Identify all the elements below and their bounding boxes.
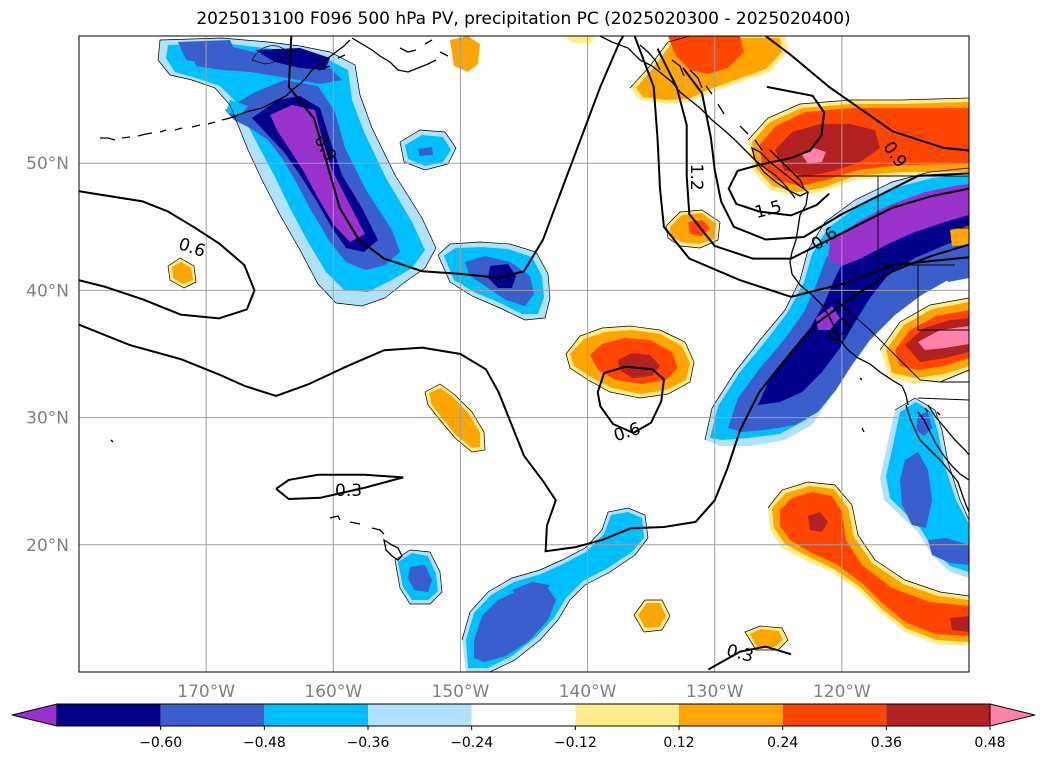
- colorbar-tick-label: −0.48: [243, 735, 286, 751]
- colorbar-tick-label: 0.12: [663, 735, 694, 751]
- positive-alaska-coast: [450, 36, 788, 104]
- lon-tick-label: 170°W: [177, 682, 235, 702]
- colorbar-frame: [56, 703, 991, 727]
- pv-contour-line: [764, 36, 969, 152]
- lon-tick-label: 120°W: [813, 682, 871, 702]
- pv-contour-line: [707, 645, 792, 671]
- lon-tick-label: 140°W: [559, 682, 617, 702]
- colorbar-segment: [264, 704, 368, 726]
- coast-hawaii: [329, 515, 403, 561]
- map-title: 2025013100 F096 500 hPa PV, precipitatio…: [196, 9, 851, 29]
- map-frame: [78, 35, 970, 673]
- lon-tick-label: 160°W: [304, 682, 362, 702]
- negative-small-50n-155w: [400, 130, 456, 170]
- lat-tick-label: 50°N: [26, 154, 69, 174]
- pv-contour-line: [275, 473, 404, 501]
- pv-contour-line: [596, 365, 665, 435]
- coast-alaska-panhandle: [599, 36, 796, 199]
- lat-tick-label: 20°N: [26, 536, 69, 556]
- colorbar-extend-high: [989, 703, 1036, 727]
- colorbar-segment: [160, 704, 265, 726]
- coast-aleutians: [100, 89, 293, 141]
- coast-bc-islands: [639, 44, 806, 191]
- colorbar-tick-label: 0.24: [767, 735, 798, 751]
- positive-44n-133w: [666, 210, 720, 248]
- contour-label: 0.3: [335, 481, 362, 501]
- latitude-tick-labels: 50°N 40°N 30°N 20°N: [26, 154, 69, 556]
- lon-tick-label: 130°W: [686, 682, 744, 702]
- positive-small-south: [634, 600, 788, 650]
- pv-contour-line: [727, 85, 830, 217]
- colorbar-tick-label: −0.24: [450, 735, 493, 751]
- positive-35n-137w: [566, 326, 694, 398]
- gridlines: [79, 36, 969, 672]
- colorbar: −0.60 −0.48 −0.36 −0.24 −0.12 0.12 0.24 0.36 0.4…: [11, 703, 1036, 751]
- colorbar-segment: [782, 704, 887, 726]
- lat-tick-label: 40°N: [26, 281, 69, 301]
- pv-contour-line: [656, 48, 969, 260]
- colorbar-segment: [679, 704, 783, 726]
- colorbar-tick-label: −0.60: [139, 735, 182, 751]
- positive-41n-172w: [168, 258, 196, 288]
- lon-tick-label: 150°W: [432, 682, 490, 702]
- contour-label-text: 1.2: [686, 164, 706, 191]
- colorbar-segment: [57, 704, 161, 726]
- negative-band-gulf-of-alaska: [158, 38, 436, 306]
- pv-contour-line: [79, 190, 256, 320]
- negative-band-south-central: [462, 508, 648, 672]
- pv-contours: [79, 36, 969, 671]
- coast-baja: [905, 404, 969, 513]
- colorbar-extend-low: [11, 703, 58, 727]
- colorbar-tick-label: −0.12: [554, 735, 597, 751]
- colorbar-tick-label: −0.36: [347, 735, 390, 751]
- pv-contour-line: [79, 243, 969, 553]
- state-borders: [795, 175, 969, 401]
- shading-outlines: [157, 36, 969, 672]
- pv-contour-line: [682, 67, 969, 241]
- colorbar-segment: [471, 704, 576, 726]
- colorbar-tick-label: 0.48: [974, 735, 1005, 751]
- coastlines: [100, 36, 969, 561]
- coast-mexico-mainland: [927, 404, 969, 456]
- coast-islands-misc: [110, 377, 941, 443]
- contour-label: 1.2: [686, 164, 706, 191]
- coast-alaska-peninsula: [291, 39, 351, 91]
- contour-label-text: 0.3: [335, 481, 362, 501]
- colorbar-segment: [368, 704, 472, 726]
- longitude-tick-labels: 170°W 160°W 150°W 140°W 130°W 120°W: [177, 682, 871, 702]
- negative-hawaii-south: [395, 550, 442, 604]
- negative-42n-146w: [438, 242, 550, 320]
- coast-southcentral-alaska: [351, 37, 449, 73]
- colorbar-tick-label: 0.36: [871, 735, 902, 751]
- pv-contour-line: [287, 36, 625, 279]
- positive-san-diego-region: [880, 298, 969, 384]
- colorbar-segment: [886, 704, 990, 726]
- positive-south-east-band: [768, 482, 969, 646]
- colorbar-segment: [575, 704, 679, 726]
- coast-gulf-of-california: [917, 411, 969, 481]
- coast-us-west: [789, 191, 909, 406]
- lat-tick-label: 30°N: [26, 409, 69, 429]
- positive-pacific-northwest: [748, 98, 969, 246]
- pv-contour-line: [633, 36, 969, 298]
